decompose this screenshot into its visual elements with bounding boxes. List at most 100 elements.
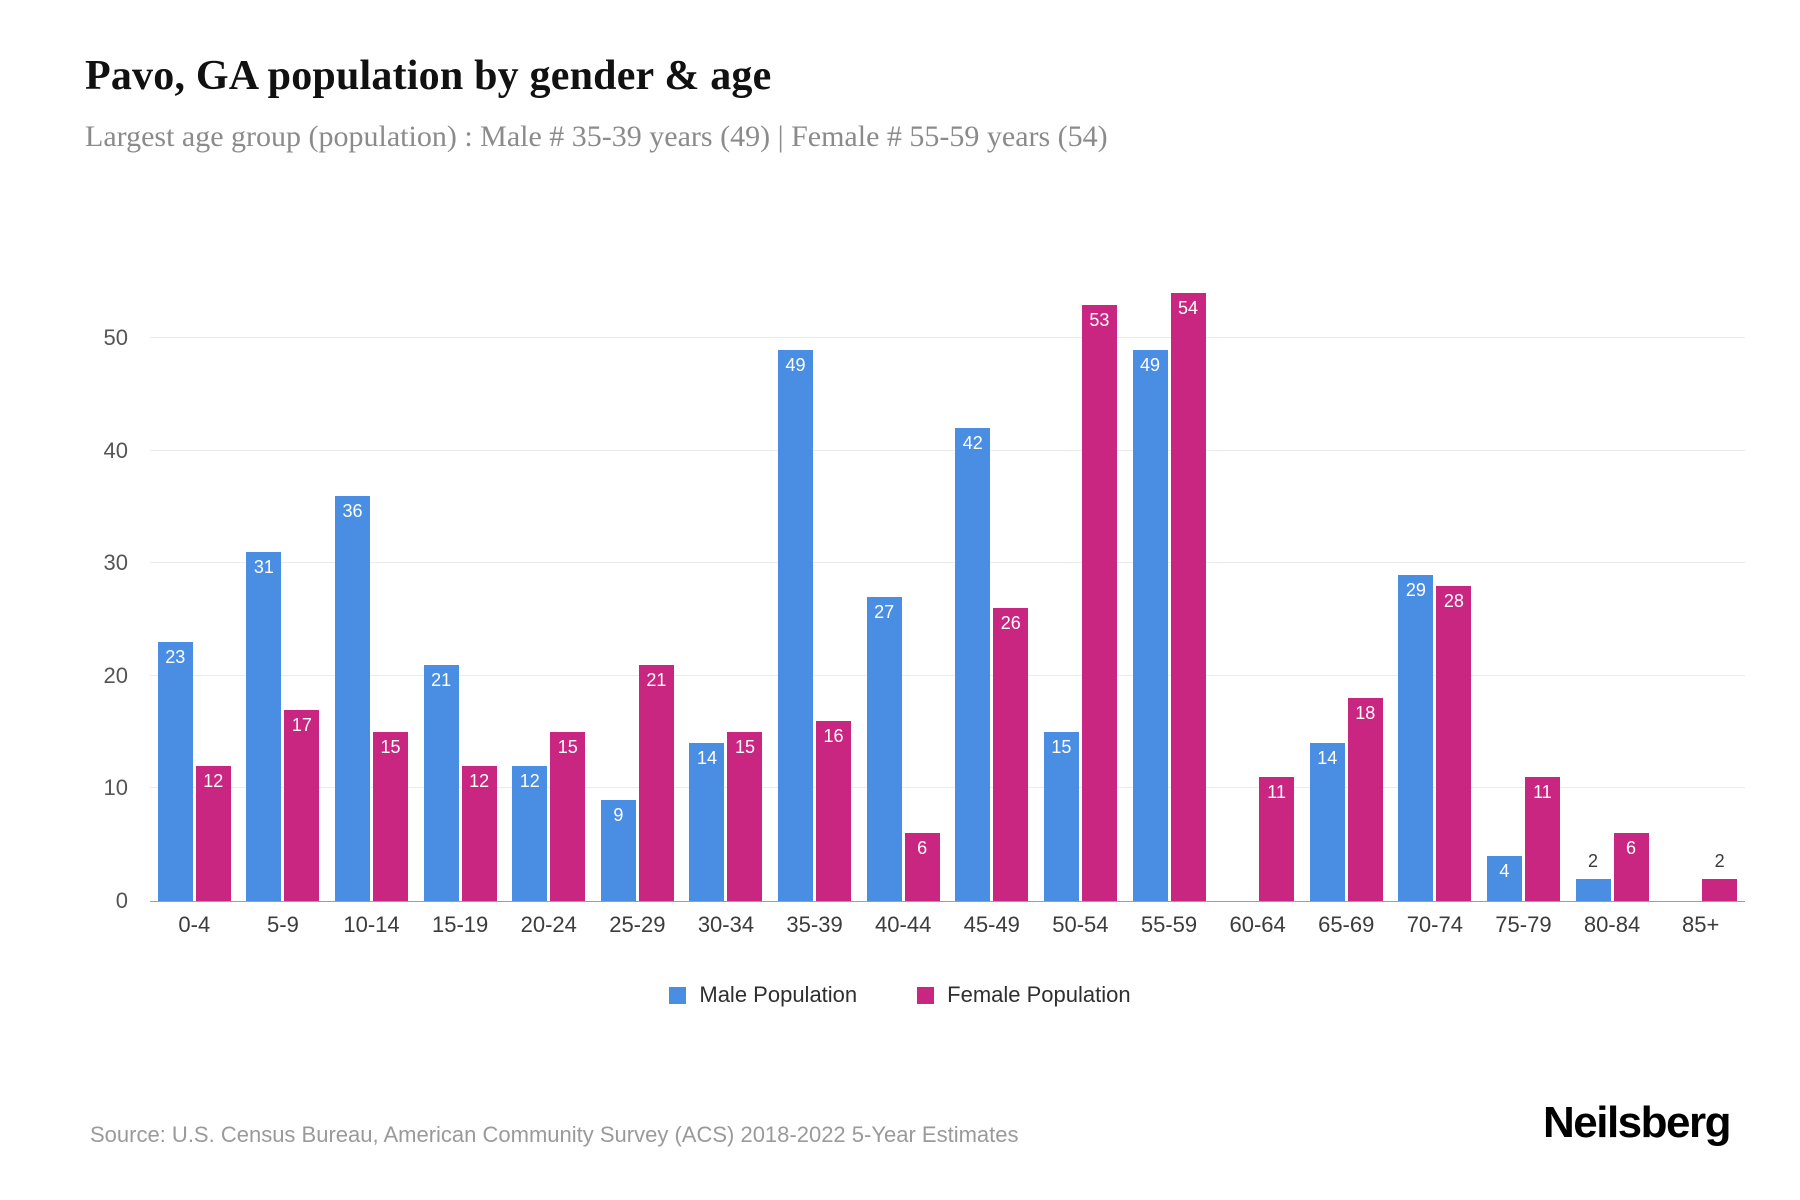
x-tick-label: 0-4 (178, 912, 211, 937)
bar-value-label: 17 (291, 714, 312, 735)
bar-value-label: 53 (1089, 309, 1110, 330)
bar-value-label: 15 (1051, 737, 1072, 758)
x-tick-label: 70-74 (1406, 912, 1463, 937)
female-bar-70-74: 28 (1436, 585, 1472, 901)
bar-value-label: 27 (874, 602, 895, 623)
bar-value-label: 15 (380, 737, 401, 758)
y-tick-label: 40 (103, 437, 128, 463)
bar-value-label: 31 (253, 557, 274, 578)
male-bar-5-9: 31 (246, 552, 282, 901)
legend-item-female[interactable]: Female Population (917, 982, 1131, 1008)
bar-value-label: 42 (962, 433, 983, 454)
bar-group-85+: 2 (1656, 282, 1745, 901)
gridline (150, 449, 1745, 451)
bar-group-40-44: 27 6 (859, 282, 948, 901)
x-tick-label: 10-14 (343, 912, 400, 937)
bar-value-label: 9 (613, 804, 624, 825)
x-tick-label: 40-44 (875, 912, 932, 937)
legend: Male Population Female Population (0, 982, 1800, 1008)
y-tick-label: 50 (103, 325, 128, 351)
x-tick-label: 55-59 (1140, 912, 1198, 937)
female-bar-80-84: 6 (1613, 833, 1649, 901)
bar-group-35-39: 49 16 (770, 282, 859, 901)
bar-value-label: 26 (1000, 613, 1021, 634)
bar-group-25-29: 9 21 (593, 282, 682, 901)
bar-value-label: 12 (203, 770, 224, 791)
gridline (150, 674, 1745, 676)
bar-value-label: 15 (734, 737, 755, 758)
female-bar-30-34: 15 (727, 732, 763, 901)
male-bar-25-29: 9 (600, 799, 636, 901)
bar-value-label: 28 (1443, 590, 1464, 611)
x-tick-label: 65-69 (1318, 912, 1375, 937)
bar-group-75-79: 4 11 (1479, 282, 1568, 901)
y-tick-label: 10 (103, 775, 128, 801)
bar-group-15-19: 21 12 (416, 282, 505, 901)
bar-value-label: 6 (1626, 838, 1637, 859)
bar-value-label: 49 (785, 354, 806, 375)
legend-item-male[interactable]: Male Population (669, 982, 857, 1008)
bar-value-label: 16 (823, 725, 844, 746)
bar-group-70-74: 29 28 (1391, 282, 1480, 901)
female-bar-75-79: 11 (1524, 777, 1560, 901)
female-bar-40-44: 6 (904, 833, 940, 901)
female-bar-5-9: 17 (284, 709, 320, 901)
female-bar-60-64: 11 (1259, 777, 1295, 901)
chart-footer: Source: U.S. Census Bureau, American Com… (90, 1098, 1732, 1148)
female-bar-35-39: 16 (816, 720, 852, 901)
male-bar-70-74: 29 (1398, 574, 1434, 901)
y-tick-label: 30 (103, 550, 128, 576)
bar-value-label: 21 (646, 669, 667, 690)
gridline (150, 337, 1745, 339)
plot-area: 23 12 31 17 36 15 21 12 12 15 9 21 14 15 49 16 27 6 42 26 15… (104, 282, 1745, 913)
bar-group-10-14: 36 15 (327, 282, 416, 901)
bar-value-label: 15 (557, 737, 578, 758)
page-subtitle: Largest age group (population) : Male # … (85, 120, 1108, 153)
bar-value-label: 54 (1177, 298, 1199, 319)
bar-value-label: 23 (165, 647, 186, 668)
bar-value-label: 2 (1588, 850, 1599, 871)
x-axis-labels: 0-4 5-9 10-14 15-19 20-24 25-29 30-34 35-39 40-4… (150, 912, 1745, 938)
x-tick-label: 35-39 (786, 912, 843, 937)
neilsberg-logo: Neilsberg (1542, 1098, 1732, 1147)
bar-group-65-69: 14 18 (1302, 282, 1391, 901)
bar-value-label: 2 (1714, 850, 1725, 871)
female-bar-65-69: 18 (1347, 698, 1383, 901)
male-bar-50-54: 15 (1043, 732, 1079, 901)
female-bar-55-59: 54 (1170, 293, 1206, 901)
male-bar-20-24: 12 (512, 765, 548, 901)
gridline (150, 787, 1745, 789)
male-bar-80-84: 2 (1575, 851, 1611, 901)
x-tick-label: 80-84 (1583, 912, 1641, 937)
bar-value-label: 12 (519, 770, 540, 791)
x-tick-label: 20-24 (520, 912, 577, 937)
male-bar-55-59: 49 (1132, 349, 1168, 901)
bar-group-30-34: 14 15 (682, 282, 771, 901)
x-tick-label: 75-79 (1495, 912, 1552, 937)
bar-group-60-64: 11 (1213, 282, 1302, 901)
x-tick-label: 50-54 (1052, 912, 1109, 937)
page-title: Pavo, GA population by gender & age (85, 53, 772, 99)
bar-value-label: 29 (1405, 579, 1426, 600)
male-bar-0-4: 23 (157, 642, 193, 901)
male-bar-30-34: 14 (689, 743, 725, 901)
bar-value-label: 36 (342, 500, 363, 521)
y-tick-label: 20 (103, 662, 128, 688)
bar-value-label: 14 (696, 748, 717, 769)
legend-label-female: Female Population (947, 982, 1131, 1007)
x-tick-label: 45-49 (963, 912, 1020, 937)
bar-group-20-24: 12 15 (504, 282, 593, 901)
male-bar-35-39: 49 (778, 349, 814, 901)
bar-value-label: 18 (1355, 703, 1376, 724)
female-bar-0-4: 12 (195, 765, 231, 901)
bar-groups: 23 12 31 17 36 15 21 12 12 15 9 21 14 15 49 16 27 6 42 26 15… (150, 282, 1745, 901)
x-tick-label: 60-64 (1229, 912, 1286, 937)
male-bar-15-19: 21 (423, 664, 459, 901)
bar-group-55-59: 49 54 (1125, 282, 1214, 901)
bar-value-label: 21 (431, 669, 452, 690)
x-tick-label: 25-29 (609, 912, 666, 937)
source-attribution: Source: U.S. Census Bureau, American Com… (90, 1122, 1019, 1147)
chart-header: Pavo, GA population by gender & age Larg… (0, 0, 1800, 154)
